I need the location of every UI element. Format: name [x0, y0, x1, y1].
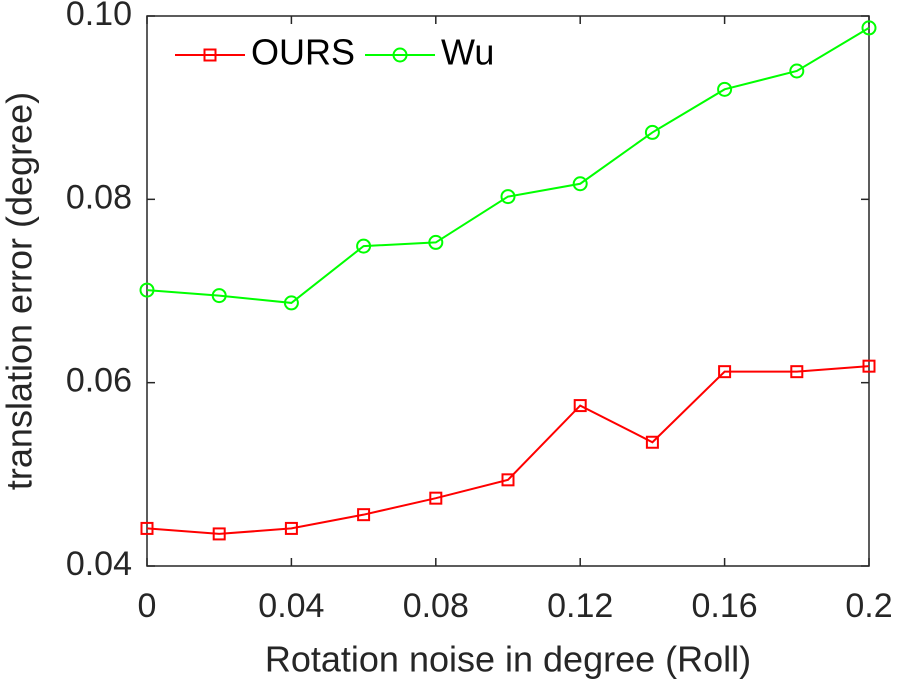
- x-tick-label: 0.08: [403, 587, 469, 625]
- series-line: [146, 27, 870, 304]
- y-tick-label: 0.08: [66, 178, 132, 216]
- x-tick-label: 0.04: [258, 587, 324, 625]
- data-point: [645, 435, 659, 449]
- legend-label: OURS: [251, 32, 355, 73]
- data-point: [357, 508, 371, 522]
- x-tick-label: 0.16: [692, 587, 758, 625]
- y-tick-label: 0.06: [66, 362, 132, 400]
- y-axis-label: translation error (degree): [0, 92, 40, 490]
- data-point: [139, 282, 155, 298]
- data-point: [572, 176, 588, 192]
- data-point: [718, 365, 732, 379]
- data-point: [790, 365, 804, 379]
- legend-marker: [203, 48, 217, 62]
- data-point: [861, 20, 877, 36]
- legend-label: Wu: [441, 32, 494, 73]
- data-point: [501, 473, 515, 487]
- x-tick-label: 0.12: [547, 587, 613, 625]
- plot-frame: [146, 15, 870, 567]
- x-axis-label: Rotation noise in degree (Roll): [265, 639, 751, 680]
- data-point: [573, 399, 587, 413]
- legend-marker: [392, 47, 408, 63]
- y-tick-label: 0.04: [66, 545, 132, 583]
- series-line: [146, 365, 870, 535]
- x-tick-label: 0: [138, 587, 157, 625]
- data-point: [717, 81, 733, 97]
- data-point: [140, 521, 154, 535]
- data-point: [644, 124, 660, 140]
- y-tick-label: 0.10: [66, 0, 132, 33]
- data-point: [284, 521, 298, 535]
- data-point: [428, 234, 444, 250]
- data-point: [211, 288, 227, 304]
- data-point: [356, 238, 372, 254]
- data-point: [862, 359, 876, 373]
- data-point: [212, 527, 226, 541]
- data-point: [429, 491, 443, 505]
- data-point: [500, 189, 516, 205]
- x-tick-label: 0.2: [845, 587, 892, 625]
- data-point: [283, 295, 299, 311]
- data-point: [789, 63, 805, 79]
